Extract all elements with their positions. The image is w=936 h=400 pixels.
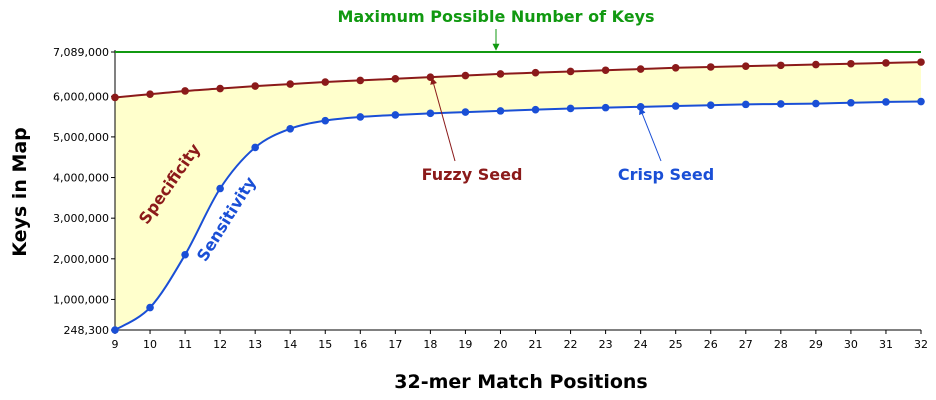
y-tick-label: 6,000,000 [53,90,109,103]
y-tick-label: 4,000,000 [53,172,109,185]
crisp-seed-point [777,100,785,108]
x-tick-label: 10 [143,338,157,351]
x-tick-label: 23 [599,338,613,351]
series-points [111,58,925,334]
crisp-seed-point [882,98,890,106]
x-tick-label: 30 [844,338,858,351]
fuzzy-seed-point [847,59,855,68]
reference-line-label: Maximum Possible Number of Keys [337,7,654,26]
x-tick-label: 28 [774,338,788,351]
y-tick-label: 1,000,000 [53,293,109,306]
fuzzy-seed-point [216,84,224,93]
fuzzy-seed-point [706,63,715,71]
y-tick-label: 2,000,000 [53,253,109,266]
y-axis-title: Keys in Map [9,127,31,257]
fuzzy-seed-point [882,59,890,67]
crisp-seed-point [847,98,855,107]
crisp-seed-point [671,102,680,110]
fuzzy-seed-point [251,82,259,90]
x-tick-label: 19 [458,338,472,351]
x-tick-label: 17 [388,338,402,351]
fuzzy-seed-point [917,58,925,66]
fuzzy-seed-arrow [430,77,456,162]
fuzzy-seed-point [741,62,750,70]
fuzzy-seed-point [111,93,119,102]
crisp-seed-point [812,99,820,108]
x-tick-label: 26 [704,338,718,351]
x-tick-label: 21 [529,338,543,351]
crisp-seed-point [496,107,505,115]
crisp-seed-point [917,97,925,106]
fuzzy-seed-point [461,71,470,80]
fuzzy-seed-point [181,87,189,95]
x-tick-label: 18 [423,338,437,351]
fuzzy-seed-point [531,68,540,77]
fuzzy-seed-point [601,66,610,75]
x-tick-label: 32 [914,338,928,351]
fuzzy-seed-point [496,70,505,78]
fill-between-series [115,62,921,330]
x-tick-label: 27 [739,338,753,351]
crisp-seed-point [741,100,750,109]
crisp-seed-point [531,105,540,114]
crisp-seed-arrow [639,107,662,162]
x-tick-label: 24 [634,338,648,351]
crisp-seed-point [251,143,259,152]
fuzzy-seed-point [671,64,680,72]
crisp-seed-point [426,109,435,118]
crisp-seed-point [111,326,119,334]
fuzzy-seed-point [391,74,400,83]
fuzzy-seed-point [777,61,785,70]
fuzzy-seed-point [812,60,820,69]
x-tick-label: 22 [564,338,578,351]
crisp-seed-point [321,116,330,125]
x-tick-label: 13 [248,338,262,351]
crisp-seed-point [181,250,189,259]
y-tick-label: 5,000,000 [53,131,109,144]
fuzzy-seed-point [356,76,365,85]
y-tick-label: 3,000,000 [53,212,109,225]
x-axis-title: 32-mer Match Positions [394,371,648,393]
fuzzy-seed-point [286,80,295,88]
axes: 248,300 1,000,000 2,000,000 3,000,000 4,000,… [53,46,928,351]
fill-region [115,62,921,330]
crisp-seed-point [356,113,365,121]
x-tick-label: 14 [283,338,297,351]
crisp-seed-point [706,101,715,109]
crisp-seed-point [601,103,610,112]
x-tick-label: 15 [318,338,332,351]
fuzzy-seed-point [146,90,154,99]
fuzzy-seed-point [636,65,645,73]
crisp-seed-point [286,124,295,133]
x-tick-label: 29 [809,338,823,351]
x-tick-label: 31 [879,338,893,351]
crisp-seed-point [216,184,224,193]
y-tick-label: 248,300 [64,324,110,337]
crisp-seed-label: Crisp Seed [618,165,714,184]
crisp-seed-point [566,104,575,113]
crisp-seed-point [146,303,154,312]
crisp-seed-point [391,111,400,119]
x-tick-label: 11 [178,338,192,351]
x-tick-label: 20 [493,338,507,351]
fuzzy-seed-point [426,73,435,81]
y-tick-label: 7,089,000 [53,46,109,59]
fuzzy-seed-point [321,78,330,86]
x-tick-label: 9 [112,338,119,351]
x-tick-label: 25 [669,338,683,351]
crisp-seed-point [461,108,470,116]
x-tick-label: 16 [353,338,367,351]
x-tick-label: 12 [213,338,227,351]
fuzzy-seed-point [566,67,575,76]
fuzzy-seed-label: Fuzzy Seed [422,165,523,184]
